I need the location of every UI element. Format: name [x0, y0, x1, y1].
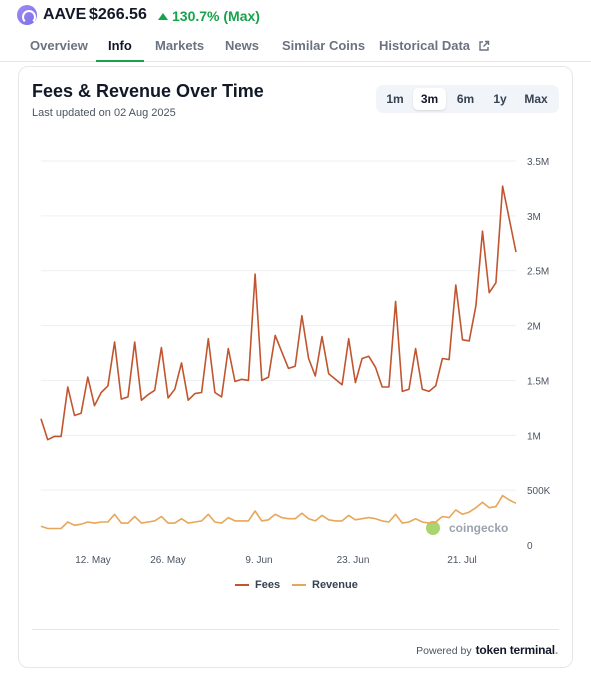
tab-historical-data-label: Historical Data	[379, 38, 471, 53]
legend-revenue[interactable]: Revenue	[292, 579, 358, 591]
tab-bar: Overview Info Markets News Similar Coins…	[0, 32, 591, 62]
range-6m-button[interactable]: 6m	[456, 92, 475, 106]
series-line-fees	[40, 185, 517, 441]
legend-fees[interactable]: Fees	[235, 579, 280, 591]
y-tick-label: 1M	[527, 431, 541, 442]
arrow-up-icon	[158, 12, 168, 20]
aave-logo-icon	[17, 5, 37, 25]
y-tick-label: 0	[527, 541, 533, 552]
coin-symbol: AAVE	[43, 6, 87, 23]
coingecko-watermark: coingecko	[449, 521, 508, 535]
fees-revenue-chart: 0 500K 1M 1.5M 2M 2.5M 3M 3.5M 12. May 26. May 9. …	[40, 157, 551, 566]
x-tick-label: 26. May	[150, 555, 186, 566]
price-change-value: 130.7% (Max)	[172, 8, 260, 24]
legend-revenue-label: Revenue	[312, 579, 358, 591]
time-range-selector: 1m 3m 6m 1y Max	[376, 85, 559, 113]
tab-info[interactable]: Info	[96, 38, 144, 62]
y-tick-label: 500K	[527, 486, 551, 497]
external-link-icon	[478, 40, 489, 51]
tab-overview[interactable]: Overview	[30, 38, 88, 53]
fees-revenue-card: Fees & Revenue Over Time Last updated on…	[18, 66, 573, 668]
x-tick-label: 12. May	[75, 555, 111, 566]
x-tick-label: 21. Jul	[447, 555, 476, 566]
coin-price: $266.56	[89, 6, 147, 23]
legend-revenue-swatch	[292, 584, 306, 586]
tab-news[interactable]: News	[225, 38, 259, 53]
card-divider	[32, 629, 559, 630]
tab-historical-data[interactable]: Historical Data	[379, 38, 490, 62]
legend-fees-swatch	[235, 584, 249, 586]
tab-info-label: Info	[108, 38, 132, 53]
y-tick-label: 1.5M	[527, 376, 549, 387]
price-change: 130.7% (Max)	[158, 8, 260, 24]
coin-header: AAVE $266.56 130.7% (Max)	[0, 0, 591, 32]
card-title: Fees & Revenue Over Time	[32, 81, 264, 101]
y-tick-label: 2M	[527, 322, 541, 333]
range-max-button[interactable]: Max	[524, 92, 548, 106]
x-tick-label: 9. Jun	[245, 555, 272, 566]
last-updated: Last updated on 02 Aug 2025	[32, 107, 176, 119]
brand-suffix: .	[554, 643, 558, 657]
y-tick-label: 2.5M	[527, 267, 549, 278]
series-line-revenue	[40, 494, 517, 530]
range-1y-button[interactable]: 1y	[493, 92, 507, 106]
range-3m-button[interactable]: 3m	[413, 88, 446, 110]
coingecko-logo-icon	[426, 521, 440, 535]
y-tick-label: 3M	[527, 212, 541, 223]
tab-similar-coins[interactable]: Similar Coins	[282, 38, 366, 53]
powered-by-label: Powered by	[416, 645, 472, 657]
y-tick-label: 3.5M	[527, 157, 549, 168]
tab-markets[interactable]: Markets	[155, 38, 205, 53]
token-terminal-logo[interactable]: token terminal.	[475, 643, 559, 657]
powered-by: Powered by token terminal.	[416, 643, 558, 657]
x-tick-label: 23. Jun	[337, 555, 370, 566]
legend-fees-label: Fees	[255, 579, 281, 591]
brand-name: token terminal	[475, 643, 555, 657]
range-1m-button[interactable]: 1m	[386, 92, 404, 106]
